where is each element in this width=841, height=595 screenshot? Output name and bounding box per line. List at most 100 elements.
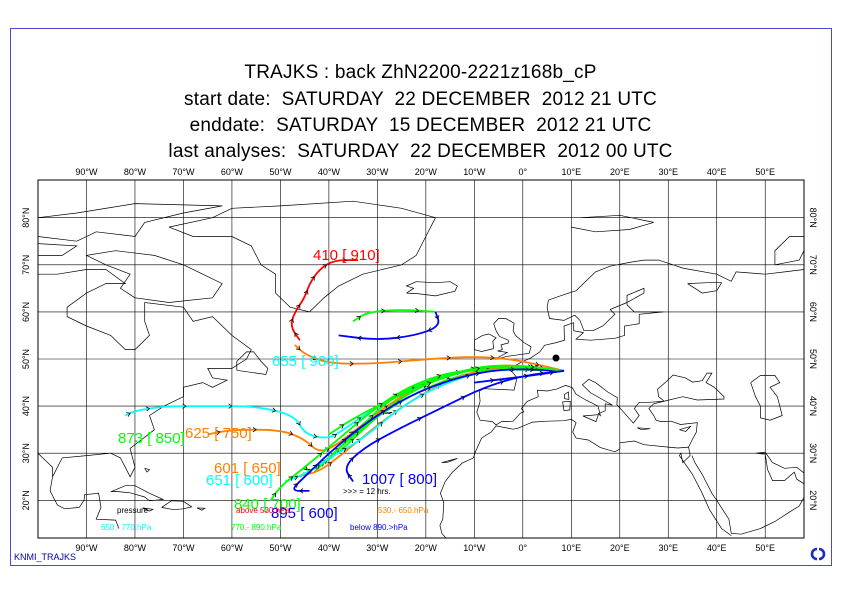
legend-blue: below 890.>hPa [350,523,408,532]
time-marker [530,364,535,370]
time-marker [289,318,294,323]
time-marker [295,345,301,351]
legend-orange: 530.- 650.hPa [378,506,429,515]
legend-cyan: 650.- 770.hPa [101,523,152,532]
time-marker [215,430,221,436]
time-marker [426,386,432,391]
time-marker [397,359,403,365]
time-marker [288,476,294,481]
lon-label: 40°E [707,167,727,177]
time-marker [307,442,313,447]
coastline [564,391,570,400]
time-marker [322,264,328,269]
lon-label: 0° [519,167,528,177]
time-marker [368,415,374,420]
traj-label-cyan-655: 655 [ 900] [272,353,339,370]
trajectory-labels: 410 [ 910] 655 [ 900] 873 [ 850] 625 [ 7… [118,247,437,522]
time-marker [327,462,332,467]
lon-labels-top: 90°W 80°W 70°W 60°W 50°W 40°W 30°W 20°W 10°W 0° 10… [75,167,775,177]
traj-label-green-873: 873 [ 850] [118,430,185,447]
coastline [755,451,804,474]
map-border [37,179,805,539]
trajectory-line [299,366,565,478]
title-line-1: TRAJKS : back ZhN2200-2221z168b_cP [244,62,597,83]
time-marker [342,257,347,263]
lat-label: 20°N [21,490,31,510]
lat-label: 40°N [808,396,818,416]
lon-label: 20°E [610,167,630,177]
lat-label: 50°N [808,349,818,369]
coastline [562,401,571,412]
time-marker [303,465,308,471]
time-marker [347,473,353,479]
coastline [49,476,120,529]
time-marker [271,407,277,413]
time-marker [126,412,131,417]
time-marker [523,373,529,379]
time-marker [357,335,362,341]
time-marker [332,433,337,439]
lon-label: 40°W [318,167,341,177]
coastline [85,250,223,303]
coastline [493,318,532,360]
coastline [476,372,725,448]
time-marker [299,488,304,494]
arrival-point [552,354,560,362]
time-marker [310,276,315,281]
traj-label-cyan-651: 651 [ 600] [206,472,273,489]
time-marker [252,427,257,433]
lat-label: 20°N [808,490,818,510]
lon-labels-bottom: 90°W 80°W 70°W 60°W 50°W 40°W 30°W 20°W 10°W 0° 10… [75,543,775,553]
time-marker [341,438,347,444]
time-marker [378,422,383,427]
title-line-2: start date: SATURDAY 22 DECEMBER 2012 21… [184,89,657,110]
time-marker [396,334,401,340]
coastline [473,333,497,352]
lon-label: 70°W [172,167,195,177]
traj-label-green-840: 840 [ 700] [234,496,301,513]
time-marker [312,355,318,361]
lon-label: 60°W [221,167,244,177]
legend-title: pressure [117,506,149,515]
lon-label: 90°W [75,543,98,553]
coastline [637,427,651,431]
time-marker [312,464,318,469]
time-marker [317,452,323,458]
time-marker [416,416,422,422]
lon-label: 30°W [366,543,389,553]
coastline [687,282,723,294]
pressure-legend: >>> = 12 hrs. pressure above 530.hPa 530… [101,487,429,532]
lon-label: 60°W [221,543,244,553]
coastline [479,259,804,392]
lon-label: 10°W [463,167,486,177]
lon-label: 50°W [269,543,292,553]
time-marker [380,410,386,415]
lon-label: 50°W [269,167,292,177]
knmi-logo-icon [810,547,826,561]
time-marker [324,447,330,453]
legend-interval: >>> = 12 hrs. [343,487,391,496]
trajectory-line [474,369,565,384]
traj-label-orange-601: 601 [ 650] [214,460,281,477]
lon-label: 30°W [366,167,389,177]
plot-frame [10,28,832,566]
time-marker [446,355,451,361]
time-marker [339,424,344,429]
time-marker [293,475,299,481]
time-marker [436,373,442,379]
traj-label-blue-1007: 1007 [ 800] [362,471,437,488]
coastline [110,485,165,502]
time-marker [375,438,381,443]
time-marker [475,366,480,372]
lat-label: 70°N [808,255,818,275]
time-marker [341,447,347,453]
lat-labels-right: 80°N 70°N 60°N 50°N 40°N 30°N 20°N [808,208,818,511]
legend-green: 770.- 890.hPa [231,523,282,532]
lat-label: 80°N [21,208,31,228]
coastline [144,467,151,473]
coastline [161,500,193,511]
lon-label: 0° [519,543,528,553]
time-marker [378,402,383,408]
time-marker [499,379,505,385]
